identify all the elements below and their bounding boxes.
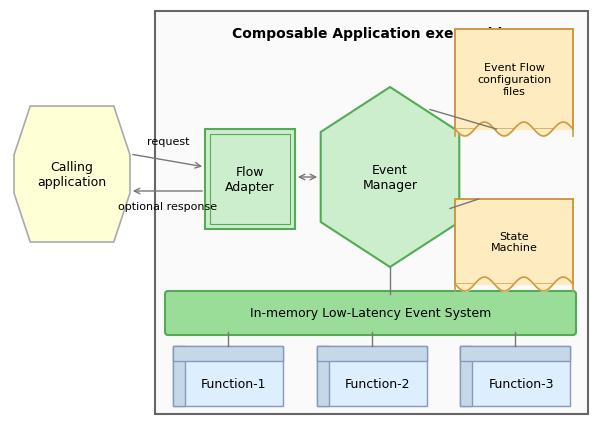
Bar — [460, 346, 570, 361]
Bar — [173, 346, 185, 406]
Text: State
Machine: State Machine — [491, 231, 538, 253]
Text: Event
Manager: Event Manager — [362, 164, 418, 192]
Polygon shape — [14, 107, 130, 242]
Text: Function-3: Function-3 — [488, 377, 554, 390]
Text: Event Flow
configuration
files: Event Flow configuration files — [477, 63, 551, 96]
Bar — [205, 130, 295, 230]
Bar — [455, 30, 573, 130]
Polygon shape — [321, 88, 459, 268]
Bar — [317, 346, 427, 361]
Bar — [155, 12, 588, 414]
Text: request: request — [147, 137, 189, 147]
Bar — [460, 346, 570, 406]
FancyBboxPatch shape — [165, 291, 576, 335]
Bar — [173, 346, 283, 406]
Text: optional response: optional response — [118, 201, 218, 211]
Text: In-memory Low-Latency Event System: In-memory Low-Latency Event System — [250, 307, 491, 320]
Bar — [460, 346, 472, 406]
Text: Function-2: Function-2 — [345, 377, 411, 390]
Bar — [455, 199, 573, 284]
Text: Composable Application executable: Composable Application executable — [232, 27, 511, 41]
Bar — [317, 346, 427, 406]
Bar — [317, 346, 329, 406]
Bar — [173, 346, 283, 361]
Text: Function-1: Function-1 — [201, 377, 267, 390]
Bar — [210, 135, 290, 225]
Text: Flow
Adapter: Flow Adapter — [225, 166, 275, 193]
Text: Calling
application: Calling application — [37, 161, 107, 189]
